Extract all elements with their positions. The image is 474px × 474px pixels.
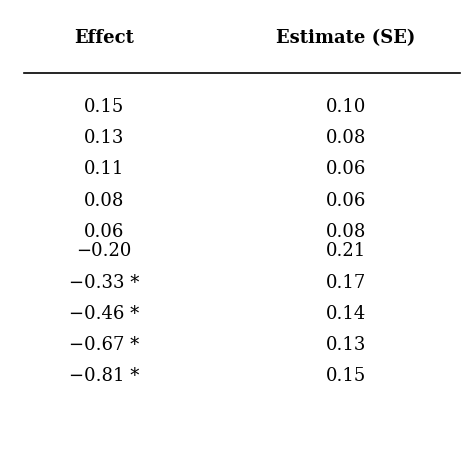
Text: 0.15: 0.15 [326, 367, 366, 385]
Text: 0.17: 0.17 [326, 273, 366, 292]
Text: Effect: Effect [74, 29, 134, 47]
Text: 0.06: 0.06 [326, 191, 366, 210]
Text: 0.08: 0.08 [84, 191, 125, 210]
Text: 0.08: 0.08 [326, 129, 366, 147]
Text: 0.13: 0.13 [84, 129, 125, 147]
Text: −0.81 *: −0.81 * [69, 367, 139, 385]
Text: 0.06: 0.06 [84, 223, 125, 241]
Text: −0.67 *: −0.67 * [69, 336, 139, 354]
Text: 0.10: 0.10 [326, 98, 366, 116]
Text: Estimate (SE): Estimate (SE) [276, 29, 416, 47]
Text: 0.13: 0.13 [326, 336, 366, 354]
Text: 0.11: 0.11 [84, 160, 125, 178]
Text: −0.46 *: −0.46 * [69, 305, 139, 323]
Text: −0.20: −0.20 [77, 242, 132, 260]
Text: 0.06: 0.06 [326, 160, 366, 178]
Text: 0.14: 0.14 [326, 305, 366, 323]
Text: 0.15: 0.15 [84, 98, 124, 116]
Text: 0.08: 0.08 [326, 223, 366, 241]
Text: −0.33 *: −0.33 * [69, 273, 139, 292]
Text: 0.21: 0.21 [326, 242, 366, 260]
